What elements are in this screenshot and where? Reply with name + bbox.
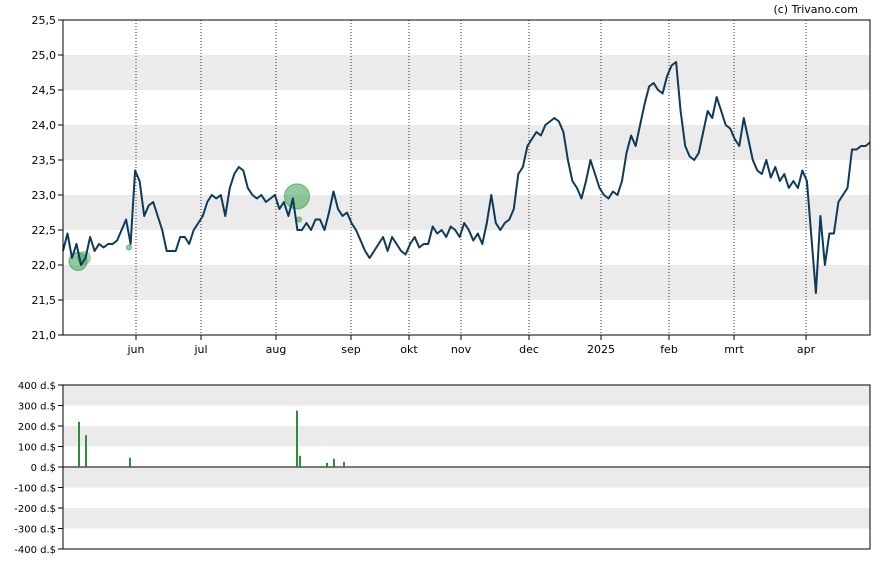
price-x-axis: jun jul aug sep okt nov dec 2025 feb mrt apr xyxy=(127,335,816,356)
price-bands xyxy=(63,55,870,300)
price-y-axis: 21,0 21,5 22,0 22,5 23,0 23,5 24,0 24,5 25,0 25,5 xyxy=(32,14,63,342)
price-series xyxy=(62,61,871,294)
volume-y-tick-label: 300 d.$ xyxy=(18,402,56,413)
volume-bar xyxy=(78,421,80,467)
price-y-tick-label: 21,5 xyxy=(32,294,57,307)
volume-y-tick-label: -400 d.$ xyxy=(14,545,56,556)
price-y-tick-label: 25,5 xyxy=(32,14,57,27)
price-band xyxy=(63,265,870,300)
volume-y-tick-label: 100 d.$ xyxy=(18,443,56,454)
price-x-tick-label: jul xyxy=(193,343,207,356)
volume-y-tick-label: -100 d.$ xyxy=(14,484,56,495)
price-x-tick-label: aug xyxy=(266,343,287,356)
volume-bar xyxy=(296,410,298,467)
price-x-tick-label: feb xyxy=(660,343,678,356)
event-marker xyxy=(126,244,132,251)
price-y-tick-label: 22,0 xyxy=(32,259,57,272)
price-y-tick-label: 23,5 xyxy=(32,154,57,167)
volume-band xyxy=(63,426,870,447)
price-x-tick-label: okt xyxy=(400,343,418,356)
volume-frame xyxy=(62,384,871,550)
price-band xyxy=(63,55,870,90)
volume-bar xyxy=(343,461,345,467)
price-plot-border xyxy=(62,19,871,336)
price-line xyxy=(62,61,871,294)
volume-y-axis: 400 d.$ 300 d.$ 200 d.$ 100 d.$ 0 d.$ -100 d.… xyxy=(14,381,870,556)
price-x-tick-label: dec xyxy=(519,343,539,356)
volume-bar xyxy=(129,457,131,467)
price-y-tick-label: 21,0 xyxy=(32,329,57,342)
volume-band xyxy=(63,385,870,406)
price-x-tick-label: jun xyxy=(127,343,145,356)
copyright-label: (c) Trivano.com xyxy=(773,3,858,16)
volume-y-tick-label: -200 d.$ xyxy=(14,504,56,515)
volume-bar xyxy=(299,455,301,467)
event-marker xyxy=(296,216,302,223)
volume-bars xyxy=(78,410,345,467)
price-x-tick-label: apr xyxy=(797,343,816,356)
volume-bands xyxy=(63,385,870,529)
price-band xyxy=(63,125,870,160)
volume-y-tick-label: 200 d.$ xyxy=(18,422,56,433)
volume-bar xyxy=(326,462,328,467)
price-x-tick-label: 2025 xyxy=(587,343,615,356)
volume-y-tick-label: -300 d.$ xyxy=(14,525,56,536)
price-y-tick-label: 25,0 xyxy=(32,49,57,62)
volume-band xyxy=(63,467,870,488)
price-x-tick-label: mrt xyxy=(724,343,744,356)
price-frame xyxy=(62,19,871,336)
volume-bar xyxy=(85,435,87,467)
volume-y-tick-label: 400 d.$ xyxy=(18,381,56,392)
volume-bar xyxy=(333,458,335,467)
price-y-tick-label: 22,5 xyxy=(32,224,57,237)
price-x-tick-label: sep xyxy=(341,343,360,356)
price-y-tick-label: 24,0 xyxy=(32,119,57,132)
volume-band xyxy=(63,508,870,529)
price-x-tick-label: nov xyxy=(451,343,472,356)
volume-plot-border xyxy=(62,384,871,550)
volume-y-tick-label: 0 d.$ xyxy=(31,463,56,474)
event-marker xyxy=(284,183,310,210)
price-y-tick-label: 23,0 xyxy=(32,189,57,202)
price-y-tick-label: 24,5 xyxy=(32,84,57,97)
